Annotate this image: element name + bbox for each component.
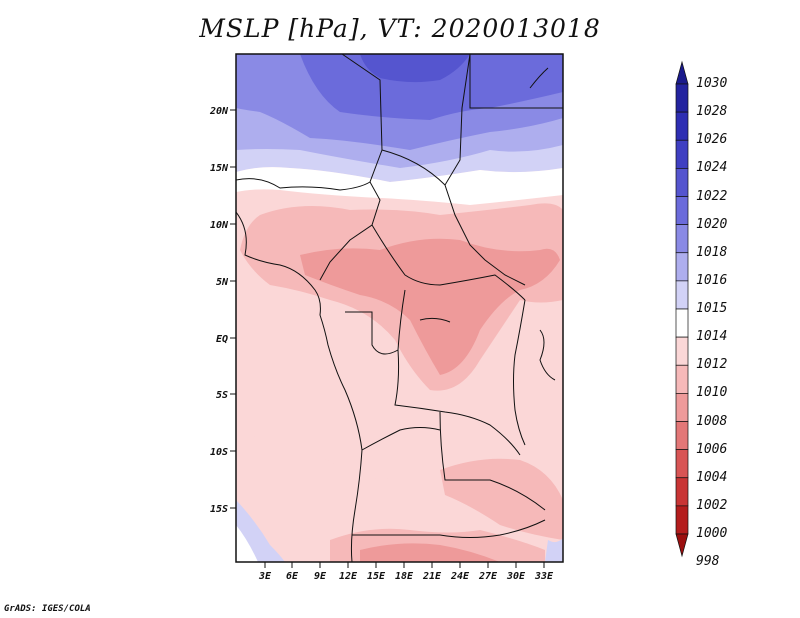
- colorbar-swatch: [675, 364, 689, 394]
- colorbar-label: 1016: [696, 272, 728, 288]
- border-namibia-botswana: [352, 519, 546, 538]
- colorbar-label: 1018: [696, 244, 728, 260]
- colorbar-swatch: [675, 421, 689, 450]
- lon-label-24e: 24E: [450, 571, 470, 582]
- colorbar-swatch: [675, 393, 689, 422]
- lon-label-30e: 30E: [506, 571, 526, 582]
- colorbar-swatch: [675, 336, 689, 366]
- pressure-1015-southeast: [545, 538, 563, 562]
- colorbar-label: 1000: [696, 526, 728, 541]
- lat-label-5s: 5S: [216, 390, 228, 401]
- pressure-1008-south: [360, 543, 500, 562]
- colorbar-swatch: [675, 168, 689, 197]
- colorbar-swatch: [675, 196, 689, 225]
- lon-label-21e: 21E: [422, 571, 442, 582]
- lat-label-5n: 5N: [216, 277, 229, 288]
- pressure-1008-band: [300, 238, 560, 375]
- pressure-1014-band: [236, 167, 563, 205]
- colorbar-label: 998: [696, 554, 720, 570]
- colorbar-swatch: [675, 224, 689, 254]
- grads-credit: GrADS: IGES/COLA: [4, 604, 91, 614]
- lake-feature: [419, 317, 451, 323]
- colorbar-label: 1026: [696, 132, 728, 148]
- pressure-1022-band: [360, 54, 470, 83]
- country-borders: [236, 54, 563, 562]
- colorbar-label: 1004: [696, 469, 728, 485]
- colorbar-label: 1010: [696, 385, 728, 401]
- lon-label-9e: 9E: [314, 571, 327, 582]
- colorbar-swatch: [675, 252, 689, 282]
- border-chad-niger: [381, 149, 446, 186]
- lon-label-33e: 33E: [534, 571, 554, 582]
- lat-label-15n: 15N: [210, 163, 229, 174]
- colorbar-label: 1022: [696, 188, 728, 204]
- pressure-1014-southwest: [236, 525, 258, 562]
- lat-label-20n: 20N: [209, 106, 229, 117]
- border-east-lakes: [513, 299, 526, 446]
- colorbar-swatch: [675, 477, 689, 507]
- colorbar-label: 1020: [696, 216, 728, 232]
- lon-label-27e: 27E: [478, 571, 498, 582]
- colorbar-label: 1028: [696, 104, 728, 120]
- lon-label-18e: 18E: [395, 571, 414, 582]
- colorbar: [675, 60, 689, 558]
- lon-axis: 3E 6E 9E 12E 15E 18E 21E 24E 27E 30E 33E: [258, 562, 554, 582]
- colorbar-swatch: [675, 308, 689, 338]
- colorbar-swatch: [675, 139, 689, 169]
- lat-axis: 20N 15N 10N 5N EQ 5S 10S 15S: [209, 106, 236, 515]
- colorbar-swatch: [675, 111, 689, 141]
- colorbar-swatch: [675, 280, 689, 310]
- lon-label-3e: 3E: [258, 571, 272, 582]
- lat-label-eq: EQ: [216, 334, 228, 345]
- lon-label-6e: 6E: [286, 571, 299, 582]
- lon-label-12e: 12E: [339, 571, 358, 582]
- lat-label-10s: 10S: [210, 447, 228, 458]
- border-angola-zambia: [439, 411, 546, 511]
- border-car-north: [371, 224, 526, 301]
- map-frame: [235, 53, 564, 563]
- border-niger-nigeria: [319, 54, 383, 281]
- colorbar-swatch: [675, 83, 689, 113]
- lake-victoria: [539, 329, 556, 381]
- pressure-1010-southeast: [440, 458, 563, 540]
- colorbar-label: 1006: [696, 441, 728, 457]
- map-title: MSLP [hPa], VT: 2020013018: [199, 14, 601, 43]
- colorbar-label: 1008: [696, 413, 728, 429]
- border-drc: [394, 289, 521, 456]
- lat-label-10n: 10N: [210, 220, 229, 231]
- border-sahel-west: [236, 178, 371, 191]
- colorbar-swatch: [675, 449, 689, 479]
- border-chad-sudan: [444, 54, 526, 286]
- colorbar-label: 1015: [696, 301, 728, 316]
- colorbar-label: 1030: [696, 76, 728, 91]
- colorbar-swatch: [675, 505, 689, 535]
- coastline-red-sea: [529, 67, 549, 89]
- coastline-west: [236, 211, 363, 562]
- lon-label-15e: 15E: [367, 571, 386, 582]
- colorbar-swatch-bottom: [675, 533, 689, 558]
- pressure-field: [236, 54, 563, 562]
- colorbar-label: 1024: [696, 160, 728, 176]
- pressure-1012-south: [236, 436, 460, 547]
- border-angola-north: [361, 427, 441, 451]
- lat-label-15s: 15S: [210, 504, 228, 515]
- border-gabon-congo: [345, 311, 399, 355]
- colorbar-label: 1014: [696, 329, 728, 345]
- colorbar-label: 1012: [696, 357, 728, 373]
- colorbar-swatch-top: [675, 60, 689, 85]
- colorbar-label: 1002: [696, 497, 728, 513]
- border-egypt-libya: [469, 54, 563, 109]
